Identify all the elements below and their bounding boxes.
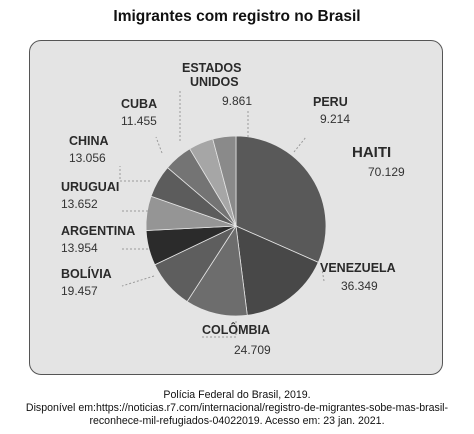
pie-slice-venezuela <box>235 225 319 316</box>
slice-label-venezuela: VENEZUELA <box>320 261 396 275</box>
pie-slices <box>145 135 327 317</box>
source-line-2: Disponível em:https://noticias.r7.com/in… <box>25 402 449 414</box>
pie-slice-peru <box>212 135 237 227</box>
slice-label-argentina: ARGENTINA <box>61 224 135 238</box>
source-line-3: reconhece-mil-refugiados-04022019. Acess… <box>89 415 385 427</box>
slice-value-colombia: 24.709 <box>234 343 271 357</box>
slice-label-estados-unidos-line1: ESTADOS <box>182 61 242 75</box>
slice-value-argentina: 13.954 <box>61 241 98 255</box>
leader-line <box>293 136 307 153</box>
slice-label-estados-unidos-line2: UNIDOS <box>190 75 239 89</box>
pie-chart: ESTADOS UNIDOS 9.861 PERU 9.214 CUBA 11.… <box>61 61 405 357</box>
slice-label-peru: PERU <box>313 95 348 109</box>
slice-label-colombia: COLÔMBIA <box>202 322 270 337</box>
leader-line <box>200 321 237 338</box>
slice-value-uruguai: 13.652 <box>61 197 98 211</box>
slice-value-venezuela: 36.349 <box>341 279 378 293</box>
chart-panel: ESTADOS UNIDOS 9.861 PERU 9.214 CUBA 11.… <box>29 40 443 375</box>
slice-value-bolivia: 19.457 <box>61 284 98 298</box>
slice-value-peru: 9.214 <box>320 112 350 126</box>
leader-line <box>121 275 155 287</box>
slice-label-china: CHINA <box>69 134 109 148</box>
slice-label-cuba: CUBA <box>121 97 157 111</box>
source-line-1: Polícia Federal do Brasil, 2019. <box>163 389 311 401</box>
pie-slice-haiti <box>235 135 327 263</box>
slice-label-uruguai: URUGUAI <box>61 180 119 194</box>
slice-value-cuba: 11.455 <box>121 114 157 128</box>
leader-line <box>119 166 150 182</box>
leader-line <box>155 136 163 154</box>
slice-label-bolivia: BOLÍVIA <box>61 266 112 281</box>
slice-value-haiti: 70.129 <box>368 165 405 179</box>
leader-lines <box>119 91 325 338</box>
chart-title: Imigrantes com registro no Brasil <box>113 8 361 25</box>
slice-label-haiti: HAITI <box>352 144 391 161</box>
slice-value-estados-unidos: 9.861 <box>222 94 252 108</box>
slice-value-china: 13.056 <box>69 151 106 165</box>
